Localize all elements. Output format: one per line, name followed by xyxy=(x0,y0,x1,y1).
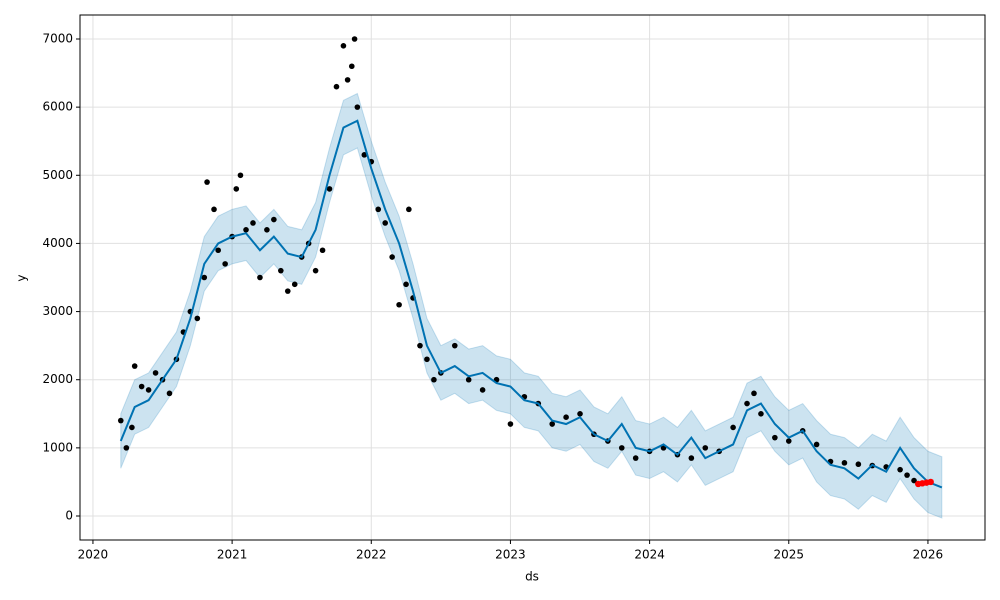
x-tick-label: 2025 xyxy=(774,548,805,562)
observed-point xyxy=(702,445,709,451)
forecast-line xyxy=(119,119,943,489)
observed-point xyxy=(117,417,124,424)
observed-point xyxy=(479,387,486,393)
observed-point xyxy=(772,434,778,441)
observed-point xyxy=(250,220,256,226)
observed-point xyxy=(813,441,820,448)
observed-point xyxy=(152,370,159,376)
observed-point xyxy=(333,83,340,90)
observed-point xyxy=(194,315,201,322)
observed-point xyxy=(145,387,152,393)
observed-point xyxy=(431,376,437,383)
observed-point xyxy=(507,421,514,427)
observed-point xyxy=(563,414,569,421)
observed-point xyxy=(354,104,361,110)
observed-point xyxy=(396,301,402,308)
observed-point xyxy=(201,274,208,281)
observed-point xyxy=(406,206,412,213)
observed-point xyxy=(326,186,333,192)
observed-point xyxy=(911,477,917,484)
observed-point xyxy=(375,206,382,213)
observed-point xyxy=(855,461,862,468)
x-tick-label: 2020 xyxy=(78,548,109,562)
x-tick-label: 2023 xyxy=(495,548,526,562)
y-axis-label: y xyxy=(15,274,29,281)
y-tick-label: 6000 xyxy=(42,100,73,114)
observed-point xyxy=(424,356,430,363)
observed-point xyxy=(215,247,221,254)
observed-point xyxy=(278,267,284,274)
observed-point xyxy=(451,342,458,349)
recent-point xyxy=(927,478,934,486)
y-tick-label: 2000 xyxy=(42,372,73,386)
observed-point xyxy=(129,424,135,431)
y-tick-label: 4000 xyxy=(42,236,73,250)
x-axis-label: ds xyxy=(525,570,539,584)
observed-point xyxy=(730,424,736,431)
observed-point xyxy=(688,455,695,461)
observed-point xyxy=(618,445,625,451)
observed-point xyxy=(204,179,210,185)
observed-point xyxy=(138,383,145,390)
observed-point xyxy=(403,281,409,288)
observed-point xyxy=(243,226,249,233)
y-tick-label: 7000 xyxy=(42,31,73,45)
observed-point xyxy=(632,455,639,461)
observed-point xyxy=(417,342,423,349)
x-tick-label: 2026 xyxy=(913,548,944,562)
observed-point xyxy=(751,390,757,397)
observed-point xyxy=(211,206,217,213)
y-tick-label: 5000 xyxy=(42,168,73,182)
y-tick-label: 0 xyxy=(65,509,73,523)
observed-point xyxy=(744,400,750,407)
observed-point xyxy=(389,254,395,260)
observed-point xyxy=(291,281,298,288)
observed-point xyxy=(319,247,326,254)
observed-point xyxy=(123,445,130,451)
x-tick-label: 2021 xyxy=(217,548,248,562)
uncertainty-band xyxy=(120,92,943,519)
observed-point xyxy=(264,226,270,233)
y-tick-label: 3000 xyxy=(42,304,73,318)
observed-point xyxy=(351,36,358,42)
observed-point xyxy=(340,43,347,49)
observed-point xyxy=(257,274,263,281)
plot-frame xyxy=(79,14,986,541)
x-tick-label: 2022 xyxy=(356,548,387,562)
observed-point xyxy=(465,376,472,383)
x-tick-label: 2024 xyxy=(634,548,665,562)
observed-point xyxy=(284,288,291,294)
observed-point xyxy=(271,216,277,223)
observed-point xyxy=(344,77,351,83)
observed-point xyxy=(312,267,319,274)
observed-point xyxy=(166,390,173,397)
observed-point xyxy=(361,152,368,158)
observed-point xyxy=(549,421,555,427)
observed-point xyxy=(785,438,792,444)
observed-point xyxy=(348,63,355,70)
observed-point xyxy=(382,220,388,226)
observed-point xyxy=(233,186,240,192)
observed-point xyxy=(131,363,138,369)
observed-point xyxy=(904,472,910,478)
observed-point xyxy=(897,466,903,473)
observed-point xyxy=(841,460,848,466)
observed-point xyxy=(222,261,228,267)
observed-point xyxy=(237,172,244,179)
observed-point xyxy=(577,410,583,417)
y-tick-label: 1000 xyxy=(42,440,73,454)
observed-point xyxy=(758,410,764,417)
